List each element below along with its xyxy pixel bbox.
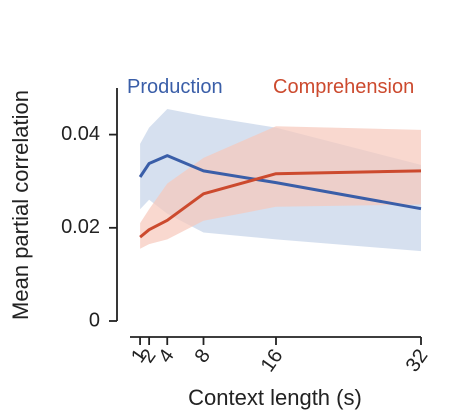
x-tick-label: 8 bbox=[191, 345, 215, 367]
bands-layer bbox=[140, 109, 421, 252]
series-line-comprehension bbox=[139, 169, 422, 239]
y-tick-label: 0 bbox=[89, 309, 100, 331]
y-axis-title: Mean partial correlation bbox=[8, 90, 33, 320]
x-tick-label: 16 bbox=[257, 345, 288, 376]
y-ticks: 0 0.02 0.04 bbox=[61, 123, 117, 331]
x-tick-label: 32 bbox=[402, 345, 433, 376]
x-ticks: 124 8 16 32 bbox=[127, 337, 432, 376]
y-tick-label: 0.04 bbox=[61, 123, 100, 145]
legend-comprehension: Comprehension bbox=[273, 76, 414, 98]
series-line-production bbox=[138, 154, 422, 211]
x-tick-label: 4 bbox=[154, 345, 178, 367]
legend-production: Production bbox=[127, 76, 223, 98]
x-axis-title: Context length (s) bbox=[188, 385, 362, 410]
y-tick-label: 0.02 bbox=[61, 216, 100, 238]
lines-layer bbox=[138, 154, 422, 239]
ci-band-comprehension bbox=[140, 126, 421, 249]
